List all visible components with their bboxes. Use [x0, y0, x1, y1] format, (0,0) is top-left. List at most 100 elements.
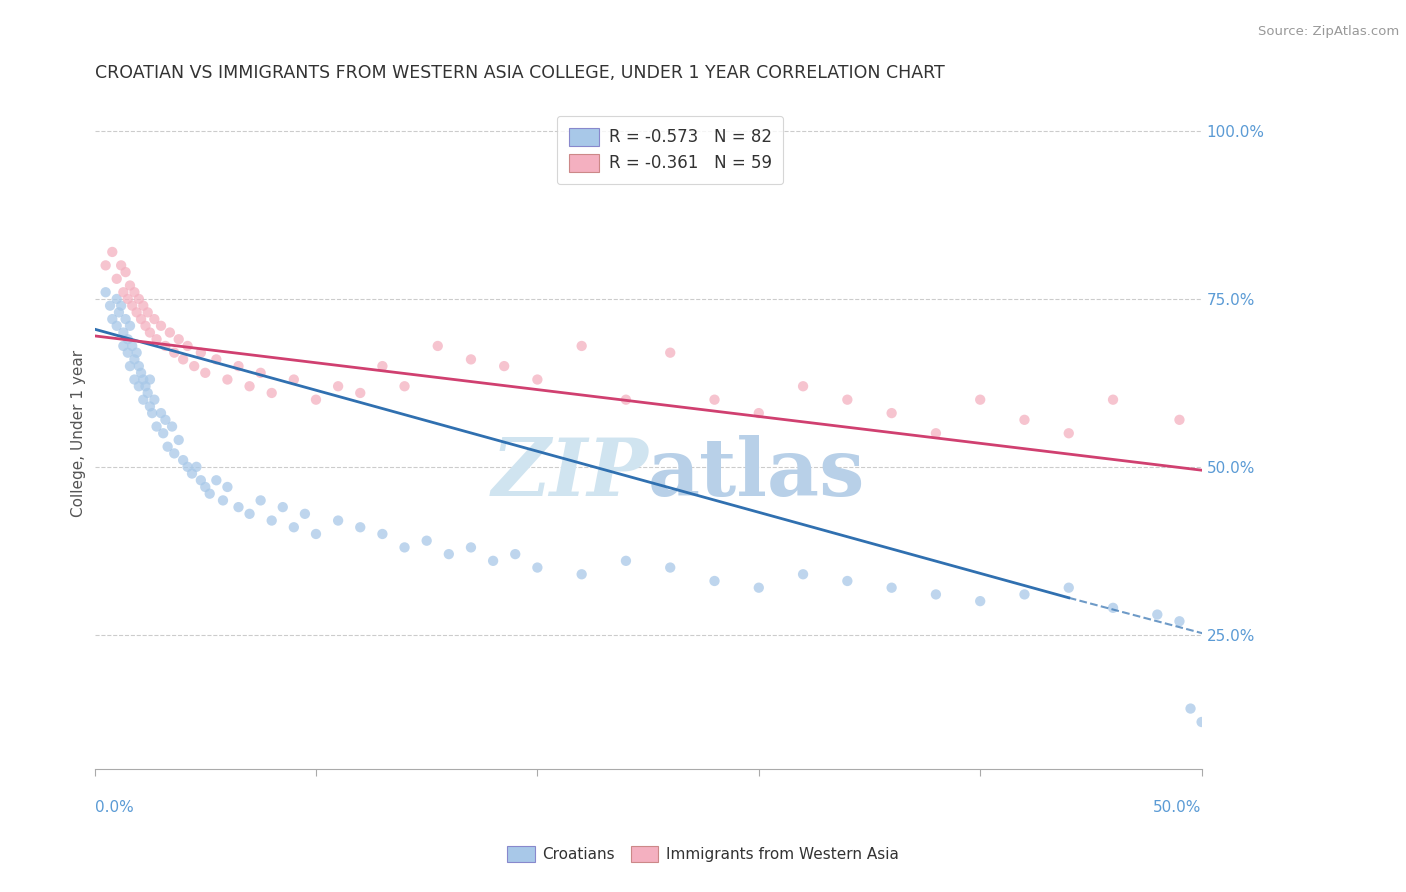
Point — [426, 339, 449, 353]
Point — [837, 574, 859, 588]
Point — [305, 527, 328, 541]
Point — [925, 426, 948, 441]
Point — [172, 352, 194, 367]
Point — [150, 406, 173, 420]
Text: ZIP: ZIP — [491, 434, 648, 512]
Point — [703, 392, 725, 407]
Point — [1168, 614, 1191, 628]
Point — [134, 318, 156, 333]
Point — [217, 372, 239, 386]
Legend: R = -0.573   N = 82, R = -0.361   N = 59: R = -0.573 N = 82, R = -0.361 N = 59 — [557, 116, 783, 184]
Point — [117, 345, 139, 359]
Point — [880, 581, 903, 595]
Point — [349, 386, 371, 401]
Point — [394, 541, 416, 555]
Point — [205, 352, 228, 367]
Point — [238, 379, 260, 393]
Point — [118, 359, 141, 373]
Point — [1180, 701, 1202, 715]
Point — [1057, 581, 1080, 595]
Point — [145, 332, 167, 346]
Point — [114, 312, 136, 326]
Point — [160, 419, 183, 434]
Point — [118, 318, 141, 333]
Point — [371, 527, 394, 541]
Text: 50.0%: 50.0% — [1153, 799, 1202, 814]
Point — [415, 533, 437, 548]
Point — [249, 493, 271, 508]
Point — [139, 326, 162, 340]
Legend: Croatians, Immigrants from Western Asia: Croatians, Immigrants from Western Asia — [502, 839, 904, 868]
Point — [98, 299, 121, 313]
Point — [129, 366, 152, 380]
Point — [1168, 413, 1191, 427]
Point — [118, 278, 141, 293]
Point — [155, 339, 177, 353]
Point — [1102, 392, 1125, 407]
Point — [101, 244, 124, 259]
Point — [260, 386, 283, 401]
Point — [124, 285, 146, 300]
Point — [128, 359, 150, 373]
Point — [260, 514, 283, 528]
Point — [176, 339, 198, 353]
Point — [238, 507, 260, 521]
Point — [129, 312, 152, 326]
Point — [792, 379, 814, 393]
Point — [1057, 426, 1080, 441]
Point — [136, 386, 159, 401]
Point — [105, 292, 128, 306]
Point — [969, 392, 991, 407]
Point — [283, 372, 305, 386]
Point — [132, 372, 155, 386]
Point — [925, 587, 948, 601]
Point — [228, 500, 250, 515]
Point — [571, 567, 593, 582]
Text: Source: ZipAtlas.com: Source: ZipAtlas.com — [1258, 25, 1399, 38]
Point — [132, 392, 155, 407]
Point — [460, 352, 482, 367]
Point — [134, 379, 156, 393]
Point — [112, 326, 135, 340]
Point — [1014, 413, 1036, 427]
Point — [482, 554, 505, 568]
Y-axis label: College, Under 1 year: College, Under 1 year — [72, 350, 86, 516]
Point — [659, 345, 682, 359]
Point — [152, 426, 174, 441]
Point — [167, 332, 190, 346]
Point — [172, 453, 194, 467]
Point — [108, 305, 131, 319]
Text: 0.0%: 0.0% — [94, 799, 134, 814]
Point — [159, 326, 181, 340]
Point — [394, 379, 416, 393]
Point — [437, 547, 460, 561]
Point — [271, 500, 294, 515]
Point — [659, 560, 682, 574]
Text: CROATIAN VS IMMIGRANTS FROM WESTERN ASIA COLLEGE, UNDER 1 YEAR CORRELATION CHART: CROATIAN VS IMMIGRANTS FROM WESTERN ASIA… — [94, 64, 945, 82]
Point — [198, 486, 221, 500]
Point — [94, 285, 117, 300]
Point — [136, 305, 159, 319]
Point — [792, 567, 814, 582]
Point — [837, 392, 859, 407]
Point — [176, 459, 198, 474]
Point — [349, 520, 371, 534]
Point — [194, 366, 217, 380]
Point — [163, 345, 186, 359]
Point — [163, 446, 186, 460]
Point — [283, 520, 305, 534]
Point — [105, 318, 128, 333]
Point — [128, 292, 150, 306]
Point — [139, 372, 162, 386]
Point — [105, 272, 128, 286]
Point — [326, 379, 349, 393]
Point — [124, 372, 146, 386]
Point — [110, 299, 132, 313]
Point — [460, 541, 482, 555]
Point — [249, 366, 271, 380]
Text: atlas: atlas — [648, 434, 866, 513]
Point — [112, 339, 135, 353]
Point — [190, 345, 212, 359]
Point — [703, 574, 725, 588]
Point — [305, 392, 328, 407]
